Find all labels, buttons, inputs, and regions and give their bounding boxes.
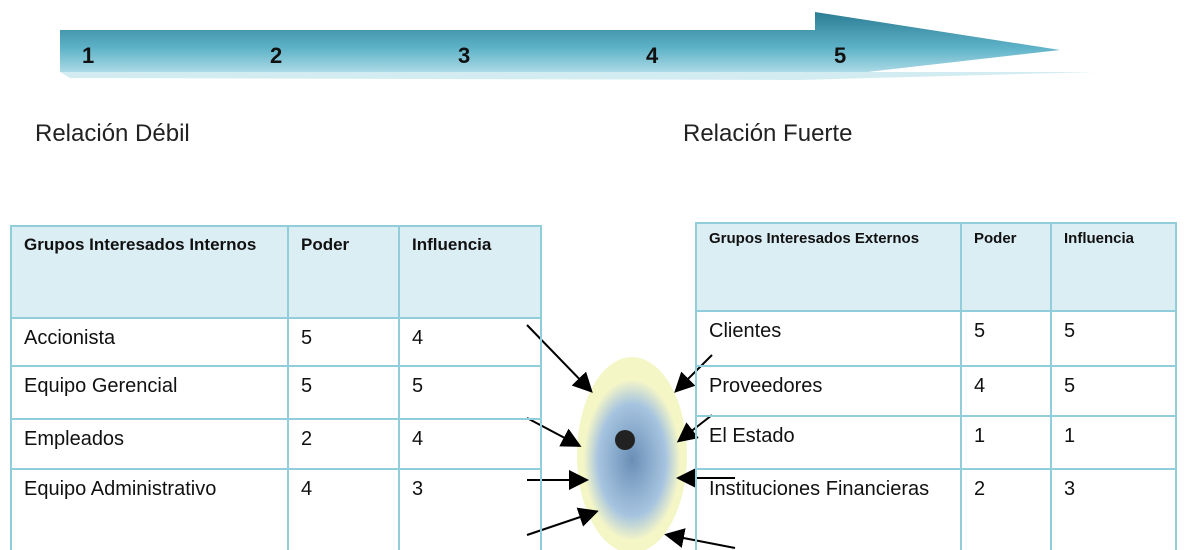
table-row: Accionista 5 4 <box>10 317 542 367</box>
table-row: Grupos Interesados Internos Poder Influenc… <box>10 225 542 319</box>
cell: Accionista <box>10 317 289 367</box>
header-cell: Grupos Interesados Externos <box>695 222 962 312</box>
weak-label: Relación Débil <box>35 120 190 147</box>
cell: 5 <box>398 365 542 420</box>
header-cell: Influencia <box>1050 222 1177 312</box>
arrow-shadow <box>60 72 1095 80</box>
scale-arrow <box>60 12 1060 78</box>
table-row: Instituciones Financieras 2 3 <box>695 468 1177 550</box>
table-row: Grupos Interesados Externos Poder Influenc… <box>695 222 1177 312</box>
cell: 5 <box>287 317 400 367</box>
strong-label: Relación Fuerte <box>683 120 853 147</box>
scale-number: 5 <box>834 43 846 68</box>
table-row: Clientes 5 5 <box>695 310 1177 367</box>
scale-number: 1 <box>82 43 94 68</box>
header-cell: Grupos Interesados Internos <box>10 225 289 319</box>
table-row: Proveedores 4 5 <box>695 365 1177 417</box>
scale-number: 3 <box>458 43 470 68</box>
cell: 5 <box>1050 310 1177 367</box>
cell: Clientes <box>695 310 962 367</box>
external-table: Grupos Interesados Externos Poder Influenc… <box>695 222 1177 550</box>
cell: 2 <box>960 468 1052 550</box>
cell: 4 <box>960 365 1052 417</box>
globe <box>584 380 680 540</box>
cell: Proveedores <box>695 365 962 417</box>
header-cell: Influencia <box>398 225 542 319</box>
internal-table: Grupos Interesados Internos Poder Influenc… <box>10 225 542 550</box>
table-row: Empleados 2 4 <box>10 418 542 470</box>
header-cell: Poder <box>960 222 1052 312</box>
cell: Equipo Administrativo <box>10 468 289 550</box>
table-row: Equipo Administrativo 4 3 <box>10 468 542 550</box>
cell: Instituciones Financieras <box>695 468 962 550</box>
cell: 5 <box>1050 365 1177 417</box>
cell: 4 <box>287 468 400 550</box>
cell: El Estado <box>695 415 962 470</box>
cell: 3 <box>398 468 542 550</box>
scale-number: 4 <box>646 43 659 68</box>
cell: Equipo Gerencial <box>10 365 289 420</box>
cell: 1 <box>960 415 1052 470</box>
cell: 4 <box>398 418 542 470</box>
cell: 2 <box>287 418 400 470</box>
cell: Empleados <box>10 418 289 470</box>
table-row: El Estado 1 1 <box>695 415 1177 470</box>
table-row: Equipo Gerencial 5 5 <box>10 365 542 420</box>
cell: 5 <box>287 365 400 420</box>
cell: 4 <box>398 317 542 367</box>
cell: 5 <box>960 310 1052 367</box>
header-cell: Poder <box>287 225 400 319</box>
cell: 1 <box>1050 415 1177 470</box>
globe-figure <box>615 430 635 450</box>
scale-number: 2 <box>270 43 282 68</box>
cell: 3 <box>1050 468 1177 550</box>
